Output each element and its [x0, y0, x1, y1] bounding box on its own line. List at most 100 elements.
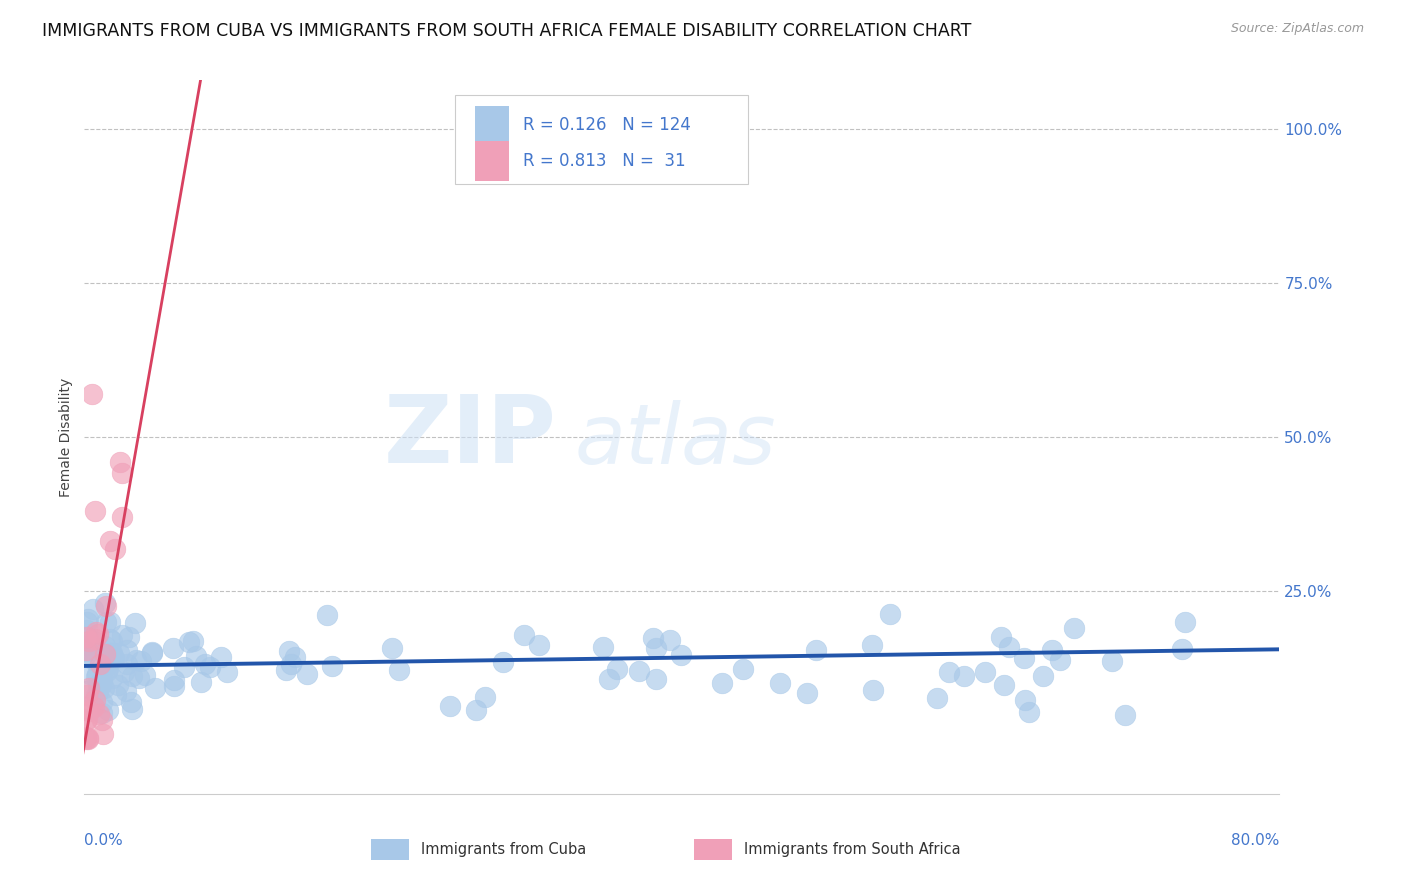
Point	[114, 684, 136, 698]
Point	[83, 692, 105, 706]
Point	[76, 615, 98, 629]
Point	[84, 688, 107, 702]
Point	[91, 726, 114, 740]
Point	[75, 700, 97, 714]
Point	[101, 646, 124, 660]
Point	[1014, 651, 1036, 665]
Point	[1174, 615, 1197, 629]
Point	[86, 670, 108, 684]
Point	[94, 599, 117, 613]
Point	[87, 706, 110, 721]
Point	[104, 542, 127, 557]
Point	[98, 632, 121, 646]
Point	[925, 690, 948, 705]
Point	[97, 648, 120, 663]
Point	[90, 713, 112, 727]
Point	[1049, 653, 1071, 667]
Point	[98, 653, 121, 667]
Point	[628, 664, 651, 678]
Point	[973, 665, 995, 679]
Point	[527, 638, 550, 652]
Point	[1018, 705, 1040, 719]
Point	[101, 633, 124, 648]
Point	[118, 630, 141, 644]
Point	[96, 665, 118, 679]
Point	[953, 669, 976, 683]
Point	[77, 634, 100, 648]
Point	[163, 673, 186, 687]
FancyBboxPatch shape	[475, 105, 509, 145]
Point	[274, 663, 297, 677]
Point	[1032, 668, 1054, 682]
Point	[439, 699, 461, 714]
Point	[124, 615, 146, 630]
Point	[1063, 621, 1085, 635]
Point	[321, 659, 343, 673]
Point	[76, 644, 98, 658]
Point	[513, 628, 536, 642]
Point	[76, 712, 98, 726]
Point	[111, 510, 134, 524]
Point	[75, 731, 97, 746]
Point	[94, 596, 117, 610]
Point	[77, 612, 100, 626]
Point	[75, 639, 97, 653]
Point	[804, 643, 827, 657]
Point	[77, 731, 100, 745]
Point	[84, 632, 107, 647]
Point	[76, 688, 98, 702]
Point	[93, 663, 115, 677]
Text: ZIP: ZIP	[384, 391, 557, 483]
Text: 0.0%: 0.0%	[84, 833, 124, 848]
Point	[103, 650, 125, 665]
Point	[111, 466, 134, 480]
Point	[82, 602, 104, 616]
Point	[474, 690, 496, 705]
Point	[1101, 654, 1123, 668]
Point	[89, 657, 111, 672]
Point	[860, 638, 883, 652]
Point	[80, 631, 103, 645]
Point	[75, 730, 97, 744]
Point	[669, 648, 692, 663]
Point	[173, 659, 195, 673]
Point	[1014, 693, 1036, 707]
Point	[107, 646, 129, 660]
Text: Source: ZipAtlas.com: Source: ZipAtlas.com	[1230, 22, 1364, 36]
Point	[606, 662, 628, 676]
Point	[87, 678, 110, 692]
Point	[993, 677, 1015, 691]
Point	[710, 676, 733, 690]
Point	[194, 657, 217, 671]
Point	[96, 655, 118, 669]
Point	[82, 642, 104, 657]
Point	[75, 684, 97, 698]
FancyBboxPatch shape	[371, 838, 409, 860]
Point	[1040, 643, 1063, 657]
Text: Immigrants from Cuba: Immigrants from Cuba	[422, 842, 586, 857]
Point	[90, 678, 112, 692]
Point	[134, 668, 156, 682]
Point	[186, 648, 208, 663]
Point	[101, 671, 124, 685]
Point	[209, 650, 232, 665]
Point	[381, 640, 404, 655]
Point	[181, 634, 204, 648]
Point	[659, 632, 682, 647]
Point	[93, 647, 115, 661]
Point	[215, 665, 238, 679]
Point	[91, 673, 114, 688]
Point	[83, 634, 105, 648]
Point	[90, 696, 112, 710]
Point	[105, 688, 128, 702]
Point	[129, 654, 152, 668]
Point	[75, 648, 97, 662]
Text: IMMIGRANTS FROM CUBA VS IMMIGRANTS FROM SOUTH AFRICA FEMALE DISABILITY CORRELATI: IMMIGRANTS FROM CUBA VS IMMIGRANTS FROM …	[42, 22, 972, 40]
Point	[879, 607, 901, 621]
Point	[190, 674, 212, 689]
Point	[598, 672, 620, 686]
Point	[115, 657, 138, 672]
Point	[75, 630, 97, 644]
Point	[107, 678, 129, 692]
Point	[295, 666, 318, 681]
